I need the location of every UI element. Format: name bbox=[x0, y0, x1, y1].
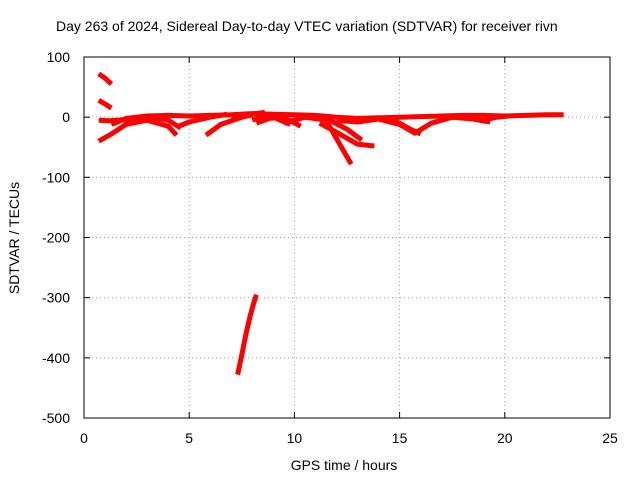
y-tick-label: 0 bbox=[62, 109, 70, 125]
x-tick-label: 20 bbox=[497, 430, 513, 446]
x-axis-label: GPS time / hours bbox=[291, 457, 398, 473]
plot-frame bbox=[83, 56, 611, 419]
y-tick-label: -100 bbox=[42, 169, 70, 185]
grid bbox=[84, 57, 610, 418]
y-tick-label: -500 bbox=[42, 410, 70, 426]
series-line-12 bbox=[318, 120, 375, 149]
x-tick-label: 0 bbox=[80, 430, 88, 446]
y-axis-label: SDTVAR / TECUs bbox=[6, 182, 22, 294]
series-line-3 bbox=[97, 117, 179, 144]
x-tick-label: 10 bbox=[287, 430, 303, 446]
series-line-5 bbox=[177, 111, 228, 129]
x-tick-label: 15 bbox=[392, 430, 408, 446]
y-tick-label: -200 bbox=[42, 230, 70, 246]
x-tick-labels: 0 5 10 15 20 25 bbox=[80, 430, 618, 446]
series-line-4 bbox=[110, 113, 183, 131]
series-line-0 bbox=[97, 71, 114, 86]
y-tick-label: -400 bbox=[42, 350, 70, 366]
series-line-14 bbox=[388, 116, 422, 137]
series-line-17 bbox=[483, 113, 510, 123]
chart-title: Day 263 of 2024, Sidereal Day-to-day VTE… bbox=[56, 18, 558, 34]
ticks bbox=[83, 56, 611, 419]
x-tick-label: 25 bbox=[602, 430, 618, 446]
series-line-7 bbox=[231, 109, 266, 120]
data-series bbox=[97, 71, 564, 376]
x-tick-label: 5 bbox=[185, 430, 193, 446]
y-tick-labels: 100 0 -100 -200 -300 -400 -500 bbox=[42, 49, 70, 426]
series-line-1 bbox=[97, 98, 113, 111]
y-tick-label: 100 bbox=[47, 49, 71, 65]
series-line-18 bbox=[235, 293, 259, 376]
series-line-11 bbox=[304, 114, 364, 143]
y-tick-label: -300 bbox=[42, 290, 70, 306]
